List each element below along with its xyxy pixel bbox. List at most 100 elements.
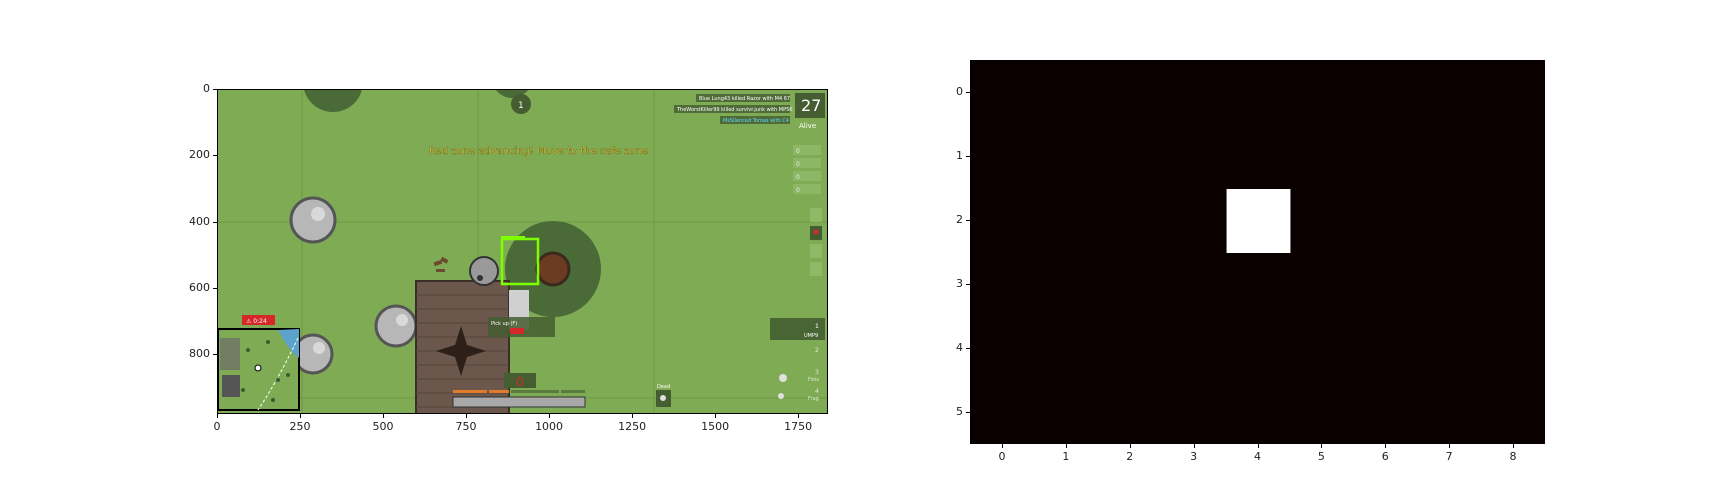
heatmap-cell: [1098, 61, 1164, 126]
heatmap-x-tick-mark: [1321, 444, 1323, 448]
heatmap-cell: [1354, 253, 1419, 318]
x-tick-mark: [466, 414, 468, 418]
y-tick-label: 800: [189, 347, 210, 361]
heatmap-cell: [1162, 317, 1228, 382]
boost-bar: [511, 390, 559, 393]
heatmap-cell: [1226, 61, 1291, 126]
loot-label-bar: [501, 236, 525, 240]
heatmap-cell: [1290, 381, 1355, 443]
health-value: 0: [516, 375, 524, 389]
heatmap-cell: [1226, 317, 1291, 382]
pickup-key: [510, 328, 524, 334]
heatmap-cell: [1354, 125, 1419, 190]
pickup-prompt-box[interactable]: [488, 317, 555, 337]
weapon-name: Frag: [808, 396, 819, 402]
heatmap-x-tick-mark: [1129, 444, 1131, 448]
weapon-name: Fists: [808, 377, 819, 383]
y-tick-mark: [213, 221, 217, 223]
heatmap-axes: [970, 60, 1545, 444]
kill-feed-entry: Blue Lung43 killed Razor with M4 67: [699, 96, 790, 102]
kill-feed-bg: [696, 94, 790, 102]
heatmap-cell: [1482, 125, 1544, 190]
heatmap-cell: [971, 253, 1036, 318]
weapon-slot-active[interactable]: [770, 318, 825, 340]
heatmap-cell: [1098, 317, 1164, 382]
heatmap-cell: [1034, 253, 1100, 318]
heatmap-cell: [1354, 317, 1419, 382]
y-tick-label: 400: [189, 214, 210, 228]
skull-icon: [660, 395, 666, 401]
heatmap-y-tick-label: 2: [956, 213, 963, 226]
heatmap-x-tick-mark: [1385, 444, 1387, 448]
game-view[interactable]: 1 Red zone advancing! Move to the safe z…: [218, 90, 828, 414]
heatmap-y-tick-mark: [966, 412, 970, 413]
heatmap-x-tick-label: 2: [1126, 450, 1134, 463]
heatmap-y-tick-label: 4: [956, 341, 963, 354]
heatmap-x-tick-label: 8: [1509, 450, 1517, 463]
ammo-panel: [793, 145, 821, 194]
ammo-count: 0: [796, 187, 800, 194]
ammo-count: 0: [796, 174, 800, 181]
boost-bar: [453, 390, 487, 393]
heatmap-cell: [1226, 253, 1291, 318]
kill-feed-bg: [674, 105, 790, 113]
heatmap-cell: [1418, 61, 1483, 126]
x-tick-label: 1500: [701, 420, 730, 433]
heatmap-cell: [1290, 317, 1355, 382]
heatmap-cell: [1034, 125, 1100, 190]
heatmap-cell: [1226, 381, 1291, 443]
x-tick-label: 1250: [618, 420, 647, 433]
heatmap-cell: [1418, 189, 1483, 254]
player: [469, 256, 499, 286]
y-tick-mark: [213, 287, 217, 289]
heatmap-cell: [1482, 253, 1544, 318]
heatmap-x-tick-mark: [1193, 444, 1195, 448]
weapon-slot-number: 1: [815, 323, 819, 330]
heatmap: [971, 61, 1544, 443]
y-tick-mark: [213, 155, 217, 157]
minimap[interactable]: [218, 328, 300, 411]
ammo-count: 0: [796, 161, 800, 168]
heatmap-cell: [971, 189, 1036, 254]
heatmap-cell: [1034, 381, 1100, 443]
rock: [289, 196, 337, 244]
heatmap-x-tick-label: 4: [1254, 450, 1261, 463]
heatmap-cell: [971, 317, 1036, 382]
kill-feed-bg: [720, 116, 790, 124]
heatmap-cell: [1162, 61, 1228, 126]
weapon-slot-number: 3: [815, 369, 819, 376]
zone-timer-badge: [242, 315, 275, 325]
fists-icon: [779, 374, 787, 382]
heatmap-x-tick-mark: [1001, 444, 1003, 448]
heatmap-cell: [1162, 381, 1228, 443]
y-tick-mark: [213, 354, 217, 356]
heatmap-cell: [1418, 317, 1483, 382]
x-tick-mark: [217, 414, 218, 418]
heatmap-x-tick-label: 7: [1445, 450, 1453, 463]
heatmap-cell: [1482, 61, 1544, 126]
heatmap-y-tick-mark: [966, 92, 970, 93]
crate-debris: [433, 256, 449, 272]
heatmap-x-tick-label: 6: [1381, 450, 1389, 463]
heatmap-x-tick-label: 0: [998, 450, 1006, 463]
alive-count: 27: [801, 96, 821, 115]
x-tick-mark: [632, 414, 634, 418]
scope-slots[interactable]: [810, 208, 822, 276]
x-tick-label: 750: [455, 420, 477, 433]
tree-top-left: [304, 90, 362, 112]
top-indicator-text: 1: [518, 101, 524, 111]
heatmap-cell: [1098, 381, 1164, 443]
x-tick-mark: [383, 414, 385, 418]
heatmap-cell: [1162, 189, 1228, 254]
heatmap-y-tick-label: 3: [956, 277, 963, 290]
heatmap-y-tick-label: 1: [956, 149, 963, 162]
emote-label: Dead: [657, 384, 670, 390]
heatmap-cell: [1354, 61, 1419, 126]
heatmap-cell: [1290, 61, 1355, 126]
x-tick-mark: [549, 414, 551, 418]
heatmap-y-tick-label: 0: [956, 85, 963, 98]
heatmap-cell: [1226, 125, 1291, 190]
heatmap-x-tick-mark: [1449, 444, 1451, 448]
heatmap-x-tick-label: 1: [1062, 450, 1070, 463]
heatmap-cell: [1418, 125, 1483, 190]
